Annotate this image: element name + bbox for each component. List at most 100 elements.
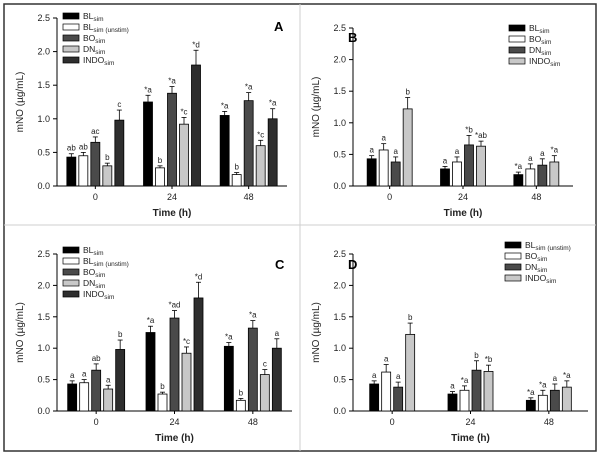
- y-tick-label: 1.5: [37, 80, 50, 90]
- significance-label: a: [82, 370, 87, 379]
- significance-label: *a: [249, 311, 257, 320]
- bar-bl-unstim: [79, 382, 90, 412]
- significance-label: *a: [225, 333, 233, 342]
- significance-label: c: [117, 100, 121, 109]
- legend-swatch: [504, 263, 522, 271]
- y-tick-label: 2.5: [333, 249, 346, 259]
- x-axis-label: Time (h): [155, 433, 194, 444]
- legend-label: BOsim: [83, 267, 105, 279]
- bar-dn: [471, 369, 482, 412]
- significance-label: a: [381, 134, 386, 143]
- significance-label: c: [263, 360, 267, 369]
- significance-label: b: [160, 382, 165, 391]
- y-tick-label: 1.0: [37, 114, 50, 124]
- y-axis-label: mNO (µg/mL): [15, 72, 26, 133]
- y-tick-label: 2.5: [37, 13, 50, 23]
- y-tick-label: 2.5: [333, 23, 346, 33]
- y-tick-label: 1.5: [333, 86, 346, 96]
- bar-bl-unstim: [231, 174, 242, 187]
- bar-bl-unstim: [447, 393, 458, 412]
- significance-label: *ab: [475, 131, 488, 140]
- y-tick-label: 0.0: [37, 406, 50, 416]
- bar-bl: [440, 168, 450, 187]
- x-tick-label: 24: [169, 417, 179, 427]
- x-axis-label: Time (h): [451, 433, 490, 444]
- legend-swatch: [504, 241, 522, 249]
- legend-swatch: [62, 23, 80, 31]
- significance-label: *d: [192, 40, 200, 49]
- y-axis-label: mNO (µg/mL): [311, 302, 322, 363]
- x-tick-label: 48: [248, 417, 258, 427]
- bar-dn: [393, 386, 404, 412]
- y-axis-label: mNO (µg/mL): [311, 77, 322, 138]
- legend-swatch: [508, 57, 526, 65]
- y-tick-label: 2.5: [37, 249, 50, 259]
- legend-label: BLsim: [529, 23, 550, 35]
- bar-indo: [191, 64, 201, 187]
- significance-label: *ad: [168, 301, 180, 310]
- y-tick-label: 0.0: [37, 181, 50, 191]
- bar-dn: [537, 164, 548, 187]
- x-tick-label: 0: [94, 417, 99, 427]
- bar-indo: [115, 349, 126, 412]
- significance-label: *a: [269, 99, 277, 108]
- bar-bl-unstim: [155, 167, 165, 187]
- bar-bl: [67, 383, 78, 412]
- significance-label: a: [393, 147, 398, 156]
- bar-bl-unstim: [235, 399, 246, 412]
- bar-dn: [179, 123, 189, 187]
- bar-indo: [483, 371, 494, 412]
- significance-label: *b: [465, 125, 473, 134]
- bar-dn: [259, 374, 270, 412]
- y-tick-label: 2.0: [333, 55, 346, 65]
- y-tick-label: 2.0: [37, 47, 50, 57]
- bar-bl: [513, 174, 524, 187]
- significance-label: *b: [485, 355, 493, 364]
- bar-dn: [464, 144, 474, 187]
- bar-indo: [267, 118, 278, 187]
- significance-label: ab: [92, 354, 101, 363]
- significance-label: b: [474, 351, 479, 360]
- legend-label: DNsim: [529, 45, 551, 57]
- bar-indo: [561, 386, 572, 412]
- significance-label: b: [405, 88, 410, 97]
- significance-label: a: [70, 371, 75, 380]
- significance-label: b: [234, 163, 239, 172]
- x-axis-label: Time (h): [153, 208, 192, 219]
- bar-bl-unstim: [369, 383, 380, 412]
- significance-label: a: [528, 154, 533, 163]
- panel-c: 0.0 0.5 1.0 1.5 2.0 2.5 mNO (µg/mL) Time (h) C 0 a…: [15, 245, 292, 444]
- significance-label: a: [450, 382, 455, 391]
- bar-bo: [378, 149, 389, 187]
- x-tick-label: 0: [93, 192, 98, 202]
- bar-dn: [549, 389, 560, 412]
- legend-label: BLsim (unstim): [83, 256, 129, 268]
- legend-swatch: [62, 45, 80, 53]
- legend-swatch: [62, 56, 80, 64]
- significance-label: a: [372, 371, 377, 380]
- legend-swatch: [62, 34, 80, 42]
- legend-swatch: [62, 257, 80, 265]
- significance-label: b: [118, 330, 123, 339]
- y-tick-label: 1.0: [37, 343, 50, 353]
- bar-bo: [169, 317, 180, 412]
- significance-label: b: [408, 313, 413, 322]
- y-tick-label: 1.0: [333, 118, 346, 128]
- legend-label: INDOsim: [529, 56, 560, 68]
- bar-indo: [114, 119, 125, 187]
- significance-label: *c: [183, 337, 190, 346]
- x-axis-label: Time (h): [444, 208, 483, 219]
- significance-label: *a: [527, 388, 535, 397]
- bar-indo: [193, 297, 204, 412]
- bar-bl-unstim: [78, 155, 89, 187]
- bar-dn: [255, 145, 266, 187]
- bar-bo: [452, 161, 462, 187]
- bar-bo: [537, 394, 548, 412]
- panel-letter: D: [348, 257, 357, 272]
- panel-d: 0.0 0.5 1.0 1.5 2.0 2.5 mNO (µg/mL) Time (h) D 0 a…: [311, 240, 588, 444]
- bar-bl: [145, 332, 156, 412]
- legend-label: DNsim: [83, 44, 105, 56]
- y-tick-label: 1.5: [333, 312, 346, 322]
